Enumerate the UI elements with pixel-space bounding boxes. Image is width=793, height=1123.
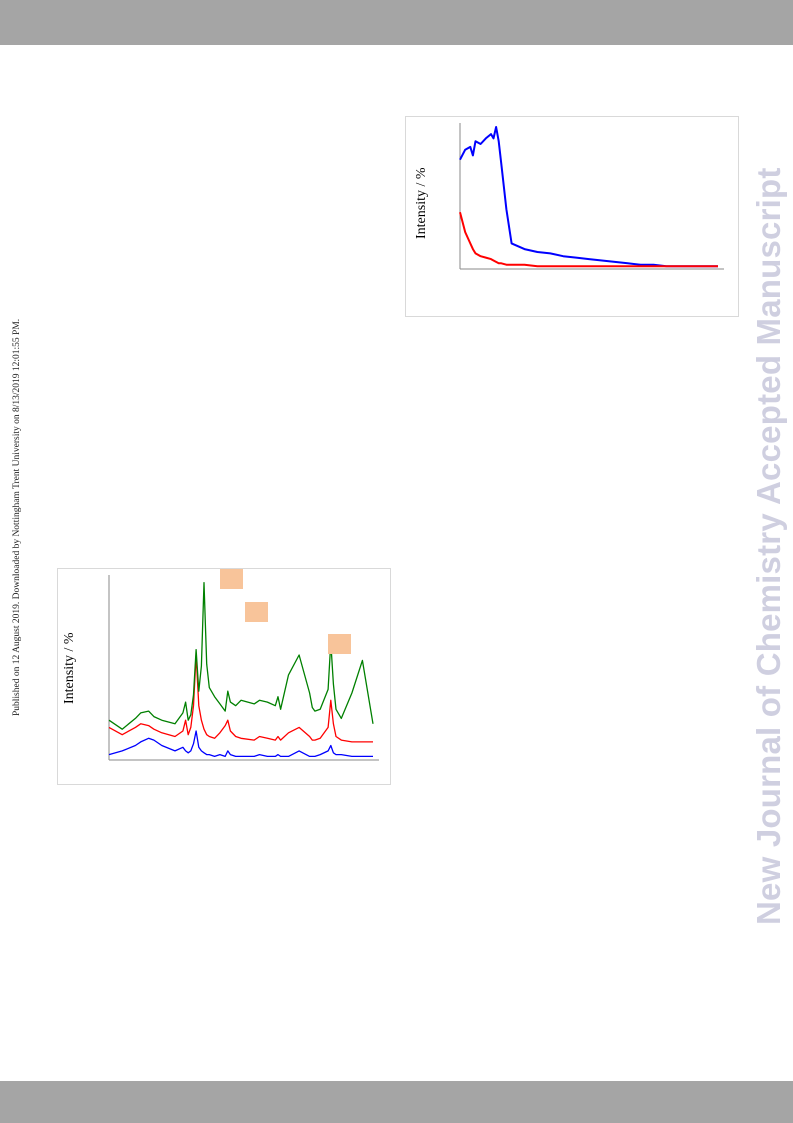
- published-note: Published on 12 August 2019. Downloaded …: [12, 318, 22, 716]
- header-bar: [0, 0, 793, 45]
- series-line-3: [108, 581, 374, 730]
- peak-label-box-1: [220, 569, 243, 589]
- peak-label-box-3: [328, 634, 351, 654]
- journal-watermark: New Journal of Chemistry Accepted Manusc…: [750, 167, 787, 925]
- series-line-1: [108, 730, 373, 758]
- figure-top: Intensity / %: [405, 116, 739, 317]
- series-line-2: [459, 211, 718, 268]
- figure-bottom: Intensity / %: [57, 568, 391, 785]
- chart-top-svg: [459, 123, 724, 270]
- series-line-2: [108, 654, 373, 743]
- peak-label-box-2: [245, 602, 268, 622]
- series-line-1: [459, 126, 718, 268]
- footer-bar: [0, 1081, 793, 1123]
- chart-bottom-svg: [108, 575, 379, 761]
